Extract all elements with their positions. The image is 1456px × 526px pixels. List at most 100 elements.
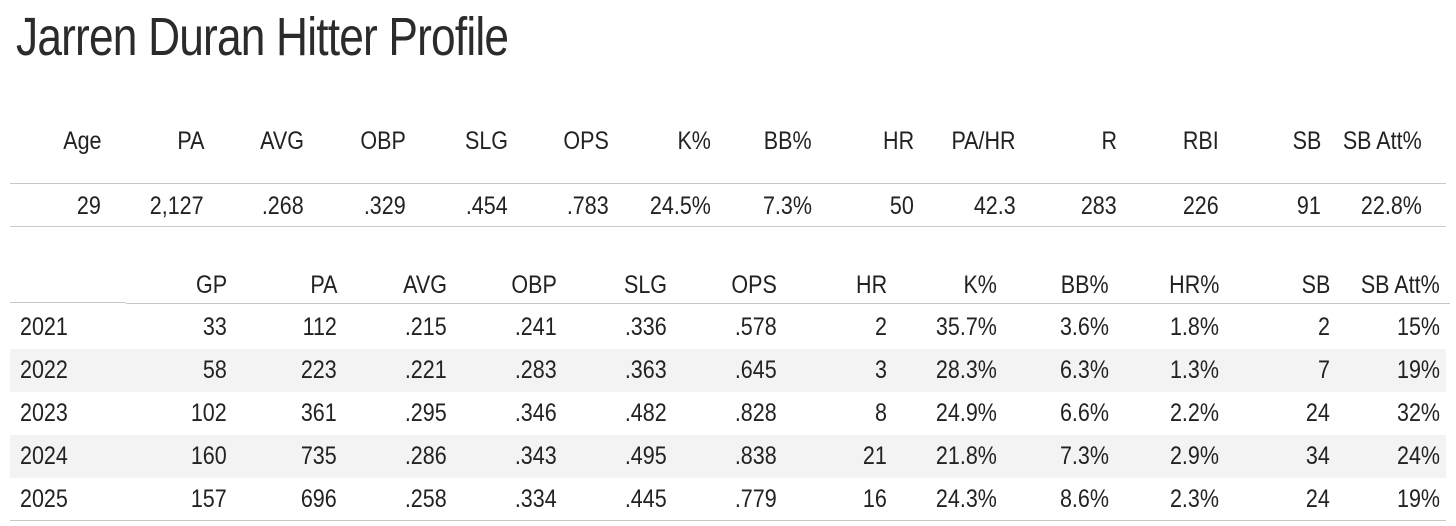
row-band (10, 435, 1446, 478)
season-stat-cell: .334 (515, 485, 557, 513)
season-stat-cell: 8.6% (1059, 485, 1109, 513)
season-stat-cell: 21.8% (936, 442, 997, 470)
career-value-cell: 91 (1297, 192, 1321, 220)
season-stat-cell: 735 (301, 442, 337, 470)
career-value-cell: .268 (262, 192, 304, 220)
season-stat-cell: .336 (625, 313, 667, 341)
season-stat-cell: .346 (515, 399, 557, 427)
career-value-cell: 24.5% (650, 192, 711, 220)
season-stat-cell: .343 (515, 442, 557, 470)
season-stat-cell: 102 (191, 399, 227, 427)
career-value-cell: .329 (364, 192, 406, 220)
career-header-cell: K% (677, 127, 711, 155)
career-value-cell: 283 (1081, 192, 1117, 220)
season-stat-cell: .645 (735, 356, 777, 384)
season-header-divider-left (10, 302, 126, 303)
season-stat-cell: 24 (1306, 485, 1330, 513)
career-bottom-divider (10, 226, 1446, 227)
season-stat-cell: 6.6% (1059, 399, 1109, 427)
career-header-cell: Age (62, 127, 101, 155)
season-stat-cell: .215 (405, 313, 447, 341)
season-header-cell: GP (195, 271, 227, 299)
career-value-cell: 50 (890, 192, 914, 220)
season-stat-cell: 19% (1396, 356, 1440, 384)
season-bottom-divider (10, 520, 1446, 521)
season-year-label: 2021 (20, 313, 68, 341)
season-stat-cell: 28.3% (936, 356, 997, 384)
season-stat-cell: 3 (875, 356, 887, 384)
season-stat-cell: 16 (863, 485, 887, 513)
season-stat-cell: 2 (1318, 313, 1330, 341)
career-header-cell: HR (882, 127, 914, 155)
season-stat-cell: .779 (735, 485, 777, 513)
season-year-label: 2025 (20, 485, 68, 513)
season-stat-cell: 2.2% (1169, 399, 1219, 427)
season-stat-cell: 3.6% (1059, 313, 1109, 341)
season-stat-cell: 24 (1306, 399, 1330, 427)
season-header-cell: K% (963, 271, 997, 299)
season-year-label: 2022 (20, 356, 68, 384)
season-stat-cell: 7.3% (1059, 442, 1109, 470)
season-stat-cell: 223 (301, 356, 337, 384)
season-stat-cell: 7 (1318, 356, 1330, 384)
career-value-cell: 2,127 (150, 192, 204, 220)
season-header-cell: SB Att% (1361, 271, 1440, 299)
season-header-divider (126, 303, 1450, 304)
season-stat-cell: 2.9% (1169, 442, 1219, 470)
career-header-cell: SB Att% (1343, 127, 1422, 155)
season-stat-cell: .838 (735, 442, 777, 470)
season-stat-cell: .363 (625, 356, 667, 384)
season-stat-cell: 361 (301, 399, 337, 427)
season-stat-cell: .578 (735, 313, 777, 341)
season-header-cell: HR (855, 271, 887, 299)
season-stat-cell: 157 (191, 485, 227, 513)
career-value-cell: 22.8% (1361, 192, 1422, 220)
row-band (10, 349, 1446, 392)
career-header-cell: RBI (1183, 127, 1219, 155)
season-year-label: 2023 (20, 399, 68, 427)
career-value-cell: .783 (567, 192, 609, 220)
season-stat-cell: 15% (1396, 313, 1440, 341)
career-header-cell: PA (176, 127, 204, 155)
season-stat-cell: 112 (302, 313, 337, 341)
season-stat-cell: .295 (405, 399, 447, 427)
season-stat-cell: 32% (1396, 399, 1440, 427)
career-header-cell: SLG (464, 127, 508, 155)
page-title: Jarren Duran Hitter Profile (16, 7, 509, 67)
season-stat-cell: .482 (625, 399, 667, 427)
career-value-cell: 7.3% (762, 192, 812, 220)
season-stat-cell: 1.8% (1169, 313, 1219, 341)
career-value-cell: 29 (77, 192, 101, 220)
season-stat-cell: 6.3% (1059, 356, 1109, 384)
season-stat-cell: .495 (625, 442, 667, 470)
season-stat-cell: 35.7% (936, 313, 997, 341)
season-stat-cell: .445 (625, 485, 667, 513)
season-stat-cell: 21 (863, 442, 887, 470)
season-stat-cell: 8 (875, 399, 887, 427)
season-header-cell: SB (1301, 271, 1330, 299)
career-header-cell: SB (1292, 127, 1321, 155)
season-stat-cell: 34 (1306, 442, 1330, 470)
season-stat-cell: 1.3% (1169, 356, 1219, 384)
career-header-cell: AVG (260, 127, 304, 155)
season-stat-cell: .828 (735, 399, 777, 427)
career-header-divider (10, 183, 1446, 184)
season-stat-cell: 58 (203, 356, 227, 384)
season-stat-cell: .221 (405, 356, 447, 384)
season-stat-cell: 19% (1396, 485, 1440, 513)
season-stat-cell: 2.3% (1169, 485, 1219, 513)
career-header-cell: OBP (360, 127, 406, 155)
career-header-cell: PA/HR (951, 127, 1016, 155)
season-stat-cell: .286 (405, 442, 447, 470)
season-header-cell: SLG (623, 271, 667, 299)
season-header-cell: OPS (731, 271, 777, 299)
season-stat-cell: .283 (515, 356, 557, 384)
career-header-cell: BB% (764, 127, 812, 155)
season-stat-cell: 2 (875, 313, 887, 341)
career-header-cell: R (1101, 127, 1117, 155)
season-header-cell: PA (309, 271, 337, 299)
career-value-cell: 226 (1183, 192, 1219, 220)
season-stat-cell: 696 (301, 485, 337, 513)
season-year-label: 2024 (20, 442, 68, 470)
season-stat-cell: 33 (203, 313, 227, 341)
